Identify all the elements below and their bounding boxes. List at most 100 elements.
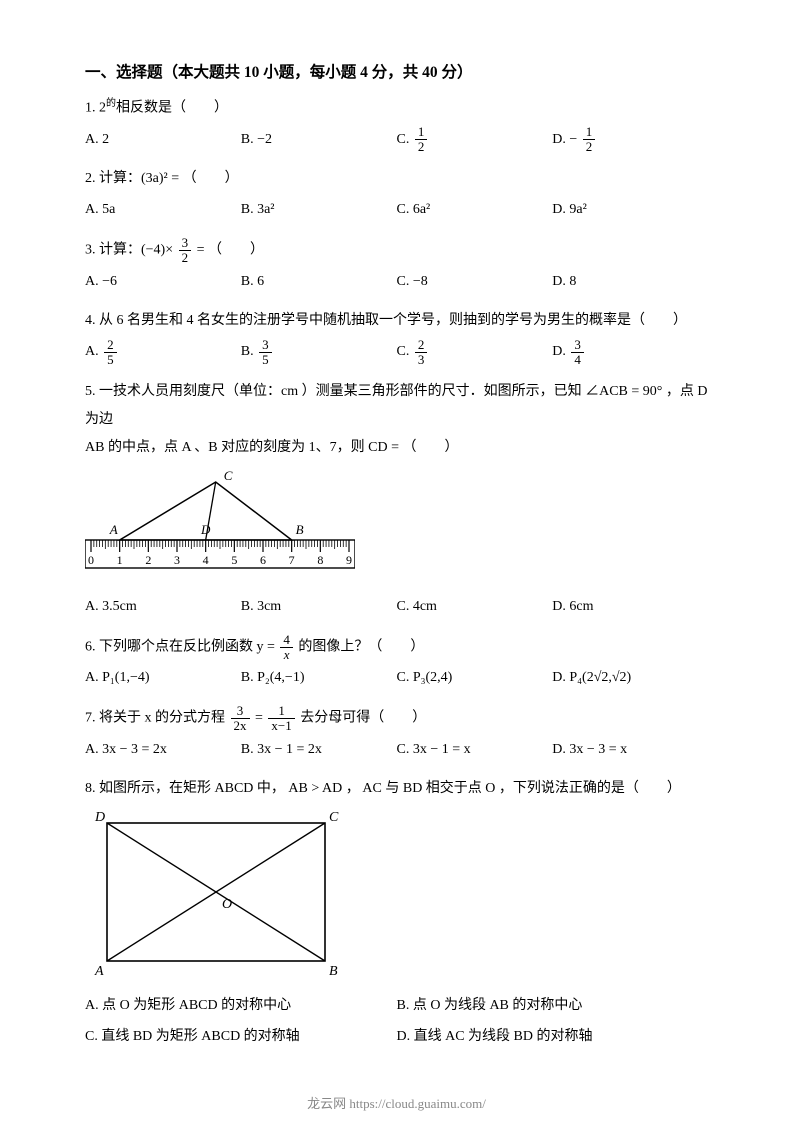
q8-D: D. 直线 AC 为线段 BD 的对称轴 <box>397 1022 709 1053</box>
q4-A-pre: A. <box>85 344 102 359</box>
q1-D: D. − 12 <box>552 125 708 156</box>
svg-text:3: 3 <box>174 553 180 567</box>
q5-figure: 0123456789ADBC <box>85 470 708 580</box>
svg-text:A: A <box>94 964 104 979</box>
q4-B-frac: 35 <box>259 338 272 366</box>
q3-C: C. −8 <box>397 267 553 298</box>
q1-C-pre: C. <box>397 132 413 147</box>
svg-text:B: B <box>296 522 304 537</box>
q3-den: 2 <box>179 251 192 265</box>
q5-line2: AB 的中点，点 A 、B 对应的刻度为 1、7，则 CD = （ ） <box>85 434 708 462</box>
q8-figure: DCABO <box>85 811 708 979</box>
q1-D-frac: 12 <box>583 125 596 153</box>
q6-B: B. P₂(4,−1) <box>241 663 397 694</box>
q1-D-num: 1 <box>583 125 596 140</box>
question-5: 5. 一技术人员用刻度尺（单位：cm ）测量某三角形部件的尺寸．如图所示，已知 … <box>85 378 708 623</box>
page-footer: 龙云网 https://cloud.guaimu.com/ <box>85 1093 708 1112</box>
q1-stem: 1. 2的相反数是（ ） <box>85 94 708 123</box>
svg-text:8: 8 <box>317 553 323 567</box>
q4-B: B. 35 <box>241 337 397 368</box>
q5-ruler-diagram: 0123456789ADBC <box>85 470 355 580</box>
q7-D: D. 3x − 3 = x <box>552 735 708 766</box>
svg-text:4: 4 <box>203 553 209 567</box>
q7-Lfrac: 32x <box>231 704 250 732</box>
q4-C-pre: C. <box>397 344 413 359</box>
q3-options: A. −6 B. 6 C. −8 D. 8 <box>85 267 708 298</box>
q4-D-den: 4 <box>571 353 584 367</box>
q7-pre: 7. 将关于 x 的分式方程 <box>85 711 229 726</box>
q4-B-pre: B. <box>241 344 257 359</box>
svg-text:C: C <box>224 470 233 483</box>
question-7: 7. 将关于 x 的分式方程 32x = 1x−1 去分母可得（ ） A. 3x… <box>85 704 708 765</box>
q7-Lden: 2x <box>231 719 250 733</box>
q1-options: A. 2 B. −2 C. 12 D. − 12 <box>85 125 708 156</box>
q3-B: B. 6 <box>241 267 397 298</box>
q5-D: D. 6cm <box>552 592 708 623</box>
q2-options: A. 5a B. 3a² C. 6a² D. 9a² <box>85 195 708 226</box>
q6-den: x <box>280 648 293 662</box>
svg-text:A: A <box>109 522 118 537</box>
q1-C: C. 12 <box>397 125 553 156</box>
q3-pre: 3. 计算：(−4)× <box>85 243 173 258</box>
q1-sup: 的 <box>106 98 116 109</box>
q4-D: D. 34 <box>552 337 708 368</box>
q7-C: C. 3x − 1 = x <box>397 735 553 766</box>
q1-D-pre: D. − <box>552 132 577 147</box>
svg-text:7: 7 <box>289 553 295 567</box>
q6-post: 的图像上？（ ） <box>298 639 424 654</box>
q1-D-den: 2 <box>583 140 596 154</box>
q7-Lnum: 3 <box>231 704 250 719</box>
q4-C: C. 23 <box>397 337 553 368</box>
q4-stem: 4. 从 6 名男生和 4 名女生的注册学号中随机抽取一个学号，则抽到的学号为男… <box>85 307 708 335</box>
q3-A: A. −6 <box>85 267 241 298</box>
q4-A-den: 5 <box>104 353 117 367</box>
q1-C-num: 1 <box>415 125 428 140</box>
section-title: 一、选择题（本大题共 10 小题，每小题 4 分，共 40 分） <box>85 60 708 82</box>
svg-text:9: 9 <box>346 553 352 567</box>
svg-text:6: 6 <box>260 553 266 567</box>
q3-post: = （ ） <box>197 243 264 258</box>
svg-text:D: D <box>94 811 105 825</box>
q3-frac: 32 <box>179 236 192 264</box>
svg-text:D: D <box>200 522 211 537</box>
q2-A: A. 5a <box>85 195 241 226</box>
q1-post: 相反数是（ ） <box>116 101 228 116</box>
q7-options: A. 3x − 3 = 2x B. 3x − 1 = 2x C. 3x − 1 … <box>85 735 708 766</box>
q8-options: A. 点 O 为矩形 ABCD 的对称中心 B. 点 O 为线段 AB 的对称中… <box>85 991 708 1053</box>
question-8: 8. 如图所示，在矩形 ABCD 中， AB > AD ， AC 与 BD 相交… <box>85 775 708 1053</box>
svg-text:2: 2 <box>145 553 151 567</box>
q4-A: A. 25 <box>85 337 241 368</box>
q4-D-pre: D. <box>552 344 569 359</box>
q4-D-num: 3 <box>571 338 584 353</box>
q2-C: C. 6a² <box>397 195 553 226</box>
q4-B-den: 5 <box>259 353 272 367</box>
q8-C: C. 直线 BD 为矩形 ABCD 的对称轴 <box>85 1022 397 1053</box>
question-3: 3. 计算：(−4)× 32 = （ ） A. −6 B. 6 C. −8 D.… <box>85 236 708 297</box>
q6-frac: 4x <box>280 633 293 661</box>
q6-num: 4 <box>280 633 293 648</box>
q6-options: A. P₁(1,−4) B. P₂(4,−1) C. P₃(2,4) D. P₄… <box>85 663 708 694</box>
svg-text:B: B <box>329 964 338 979</box>
q6-D: D. P₄(2√2,√2) <box>552 663 708 694</box>
question-2: 2. 计算：(3a)² = （ ） A. 5a B. 3a² C. 6a² D.… <box>85 165 708 226</box>
q6-stem: 6. 下列哪个点在反比例函数 y = 4x 的图像上？（ ） <box>85 633 708 661</box>
q5-options: A. 3.5cm B. 3cm C. 4cm D. 6cm <box>85 592 708 623</box>
q8-A: A. 点 O 为矩形 ABCD 的对称中心 <box>85 991 397 1022</box>
svg-text:C: C <box>329 811 339 825</box>
q4-D-frac: 34 <box>571 338 584 366</box>
q4-options: A. 25 B. 35 C. 23 D. 34 <box>85 337 708 368</box>
question-4: 4. 从 6 名男生和 4 名女生的注册学号中随机抽取一个学号，则抽到的学号为男… <box>85 307 708 368</box>
q3-stem: 3. 计算：(−4)× 32 = （ ） <box>85 236 708 264</box>
q5-C: C. 4cm <box>397 592 553 623</box>
q4-C-num: 2 <box>415 338 428 353</box>
svg-text:0: 0 <box>88 553 94 567</box>
q7-Rden: x−1 <box>268 719 294 733</box>
q7-B: B. 3x − 1 = 2x <box>241 735 397 766</box>
q7-mid: = <box>255 711 266 726</box>
q8-stem: 8. 如图所示，在矩形 ABCD 中， AB > AD ， AC 与 BD 相交… <box>85 775 708 803</box>
q8-B: B. 点 O 为线段 AB 的对称中心 <box>397 991 709 1022</box>
q4-B-num: 3 <box>259 338 272 353</box>
q6-pre: 6. 下列哪个点在反比例函数 y = <box>85 639 278 654</box>
q7-Rfrac: 1x−1 <box>268 704 294 732</box>
q6-C: C. P₃(2,4) <box>397 663 553 694</box>
